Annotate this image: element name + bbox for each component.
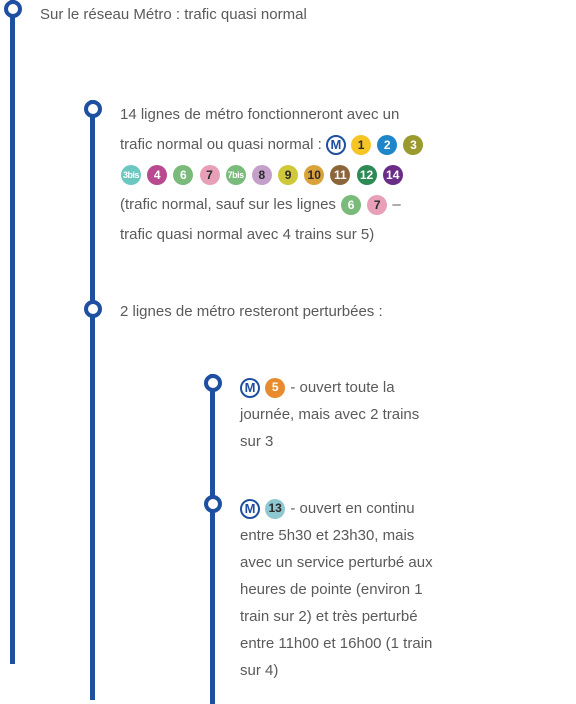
line-badge-4: 4 xyxy=(147,165,167,185)
metro-logo-icon: M xyxy=(240,378,260,398)
timeline-node xyxy=(204,374,222,392)
line-badge-8: 8 xyxy=(252,165,272,185)
badge-exception-6: 6 xyxy=(340,196,362,213)
line-badge-6: 6 xyxy=(341,195,361,215)
line-badge-2: 2 xyxy=(377,135,397,155)
sub2-body: - ouvert en continu entre 5h30 et 23h30,… xyxy=(240,500,433,679)
sub2-text: M 13 - ouvert en continu entre 5h30 et 2… xyxy=(240,495,450,684)
section2-title: 2 lignes de métro resteront perturbées : xyxy=(120,300,430,324)
line-badge-11: 11 xyxy=(330,165,350,185)
line-badge-9: 9 xyxy=(278,165,298,185)
line-badge-13: 13 xyxy=(265,499,285,519)
section1-text: 14 lignes de métro fonctionneront avec u… xyxy=(120,100,430,250)
section-normal-lines: 14 lignes de métro fonctionneront avec u… xyxy=(80,100,576,250)
line-badge-6: 6 xyxy=(173,165,193,185)
disrupted-line-5: M 5 - ouvert toute la journée, mais avec… xyxy=(200,374,576,455)
section1-after-prefix: (trafic normal, sauf sur les lignes xyxy=(120,196,340,213)
timeline-node xyxy=(4,0,22,18)
line-badge-10: 10 xyxy=(304,165,324,185)
disrupted-line-13: M 13 - ouvert en continu entre 5h30 et 2… xyxy=(200,495,576,684)
sub1-text: M 5 - ouvert toute la journée, mais avec… xyxy=(240,374,440,455)
line-badge-7: 7 xyxy=(367,195,387,215)
level3-container: M 5 - ouvert toute la journée, mais avec… xyxy=(200,374,576,704)
line-badge-12: 12 xyxy=(357,165,377,185)
badge-exception-7: 7 xyxy=(366,196,388,213)
section-disrupted-lines: 2 lignes de métro resteront perturbées :… xyxy=(80,300,576,704)
line-badge-5: 5 xyxy=(265,378,285,398)
timeline-node xyxy=(204,495,222,513)
line-badge-7bis: 7bis xyxy=(226,165,246,185)
level1-item: Sur le réseau Métro : trafic quasi norma… xyxy=(0,0,576,50)
metro-logo-icon: M xyxy=(326,135,346,155)
badge-line-13: 13 xyxy=(264,500,286,517)
line-badge-3: 3 xyxy=(403,135,423,155)
line-badge-1: 1 xyxy=(351,135,371,155)
timeline-root: Sur le réseau Métro : trafic quasi norma… xyxy=(0,0,576,664)
timeline-node xyxy=(84,300,102,318)
metro-logo-icon: M xyxy=(240,499,260,519)
line-badge-7: 7 xyxy=(200,165,220,185)
line-badge-14: 14 xyxy=(383,165,403,185)
timeline-line-l1 xyxy=(10,0,15,664)
badge-line-14: 14 xyxy=(382,166,404,183)
level1-title: Sur le réseau Métro : trafic quasi norma… xyxy=(40,4,576,27)
section1-dash: – xyxy=(388,196,401,213)
line-badge-3bis: 3bis xyxy=(121,165,141,185)
badge-line-5: 5 xyxy=(264,379,286,396)
section1-suffix: trafic quasi normal avec 4 trains sur 5) xyxy=(120,226,374,243)
timeline-node xyxy=(84,100,102,118)
level2-container: 14 lignes de métro fonctionneront avec u… xyxy=(80,100,576,700)
